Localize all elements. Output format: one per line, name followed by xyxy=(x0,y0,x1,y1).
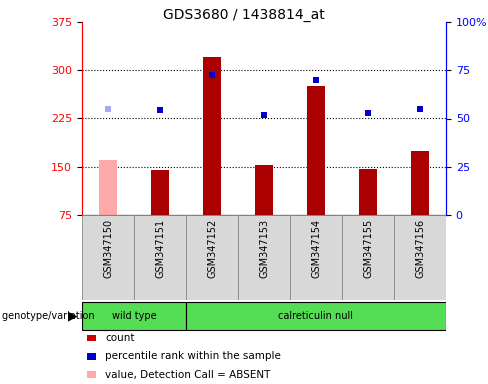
Text: GSM347153: GSM347153 xyxy=(259,219,269,278)
Text: GSM347151: GSM347151 xyxy=(155,219,165,278)
Text: GSM347154: GSM347154 xyxy=(311,219,321,278)
Bar xyxy=(186,215,238,300)
Bar xyxy=(255,166,273,215)
Bar xyxy=(411,151,429,215)
Bar xyxy=(99,160,117,215)
Bar xyxy=(203,57,221,215)
Text: calreticulin null: calreticulin null xyxy=(279,311,353,321)
Bar xyxy=(359,169,377,215)
Bar xyxy=(307,86,325,215)
Text: percentile rank within the sample: percentile rank within the sample xyxy=(105,351,281,361)
Bar xyxy=(394,215,446,300)
Bar xyxy=(238,215,290,300)
Text: wild type: wild type xyxy=(112,311,156,321)
Bar xyxy=(134,215,186,300)
Bar xyxy=(82,215,134,300)
Bar xyxy=(290,215,342,300)
Text: GSM347156: GSM347156 xyxy=(415,219,425,278)
Text: GSM347152: GSM347152 xyxy=(207,219,217,278)
Text: GSM347150: GSM347150 xyxy=(103,219,113,278)
Bar xyxy=(186,301,446,330)
Bar xyxy=(342,215,394,300)
Text: genotype/variation: genotype/variation xyxy=(2,311,98,321)
Bar xyxy=(82,301,186,330)
Text: GDS3680 / 1438814_at: GDS3680 / 1438814_at xyxy=(163,8,325,22)
Text: ▶: ▶ xyxy=(67,310,77,323)
Bar xyxy=(151,170,169,215)
Text: count: count xyxy=(105,333,135,343)
Text: GSM347155: GSM347155 xyxy=(363,219,373,278)
Text: value, Detection Call = ABSENT: value, Detection Call = ABSENT xyxy=(105,370,271,380)
